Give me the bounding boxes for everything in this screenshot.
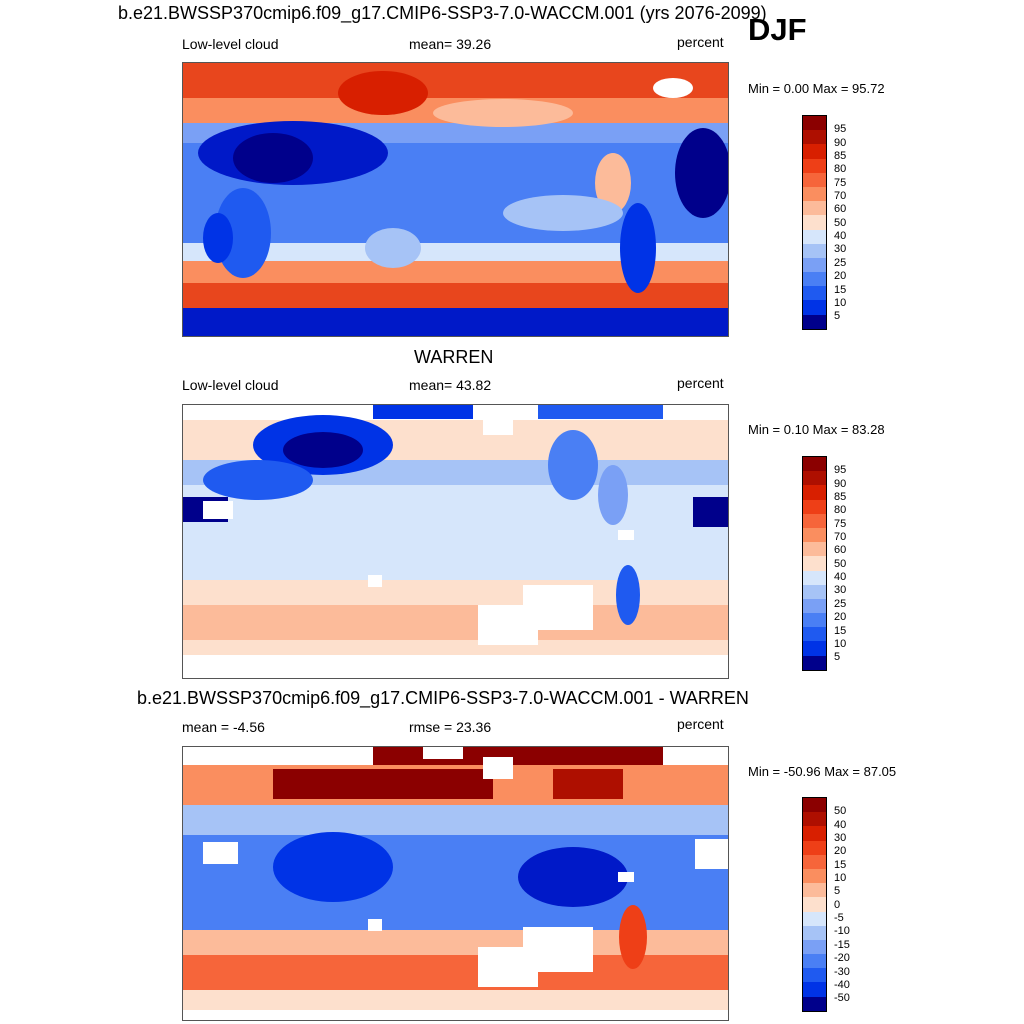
colorbar-tick: 30 — [834, 584, 847, 596]
colorbar-tick: 15 — [834, 625, 847, 637]
panel3-map — [182, 746, 729, 1021]
colorbar-tick: 40 — [834, 230, 847, 242]
panel3-colorbar — [802, 797, 827, 1012]
season-label: DJF — [748, 12, 807, 47]
colorbar-tick: 10 — [834, 872, 847, 884]
colorbar-tick: 0 — [834, 899, 841, 911]
panel3-units-label: percent — [677, 716, 724, 732]
colorbar-tick: 75 — [834, 177, 847, 189]
panel1-title: b.e21.BWSSP370cmip6.f09_g17.CMIP6-SSP3-7… — [118, 3, 767, 23]
panel1-colorbar — [802, 115, 827, 330]
panel1-variable-label: Low-level cloud — [182, 36, 279, 52]
colorbar-tick: 15 — [834, 859, 847, 871]
colorbar-tick: -30 — [834, 966, 850, 978]
colorbar-tick: -40 — [834, 979, 850, 991]
panel2-title: WARREN — [414, 347, 494, 367]
colorbar-tick: -50 — [834, 992, 850, 1004]
colorbar-tick: 75 — [834, 518, 847, 530]
colorbar-tick: 40 — [834, 571, 847, 583]
panel2-colorbar — [802, 456, 827, 671]
colorbar-tick: 95 — [834, 464, 847, 476]
panel1-mean-label: mean= 39.26 — [409, 36, 492, 52]
panel3-minmax: Min = -50.96 Max = 87.05 — [748, 764, 897, 779]
panel2-minmax: Min = 0.10 Max = 83.28 — [748, 422, 885, 437]
colorbar-tick: 15 — [834, 284, 847, 296]
colorbar-tick: 80 — [834, 504, 847, 516]
colorbar-tick: 25 — [834, 598, 847, 610]
panel1-units-label: percent — [677, 34, 724, 50]
colorbar-tick: -15 — [834, 939, 850, 951]
colorbar-tick: 30 — [834, 832, 847, 844]
colorbar-tick: 70 — [834, 190, 847, 202]
panel3-mean-label: mean = -4.56 — [182, 719, 265, 735]
panel2-units-label: percent — [677, 375, 724, 391]
colorbar-tick: 90 — [834, 478, 847, 490]
colorbar-tick: 80 — [834, 163, 847, 175]
colorbar-tick: 20 — [834, 845, 847, 857]
panel2-mean-label: mean= 43.82 — [409, 377, 492, 393]
panel3-map-field — [183, 747, 728, 1020]
colorbar-tick: 5 — [834, 651, 841, 663]
colorbar-tick: 5 — [834, 310, 841, 322]
colorbar-tick: 20 — [834, 270, 847, 282]
panel1-minmax: Min = 0.00 Max = 95.72 — [748, 81, 885, 96]
panel2-map — [182, 404, 729, 679]
colorbar-tick: 20 — [834, 611, 847, 623]
colorbar-tick: 50 — [834, 558, 847, 570]
colorbar-tick: 10 — [834, 638, 847, 650]
colorbar-tick: 70 — [834, 531, 847, 543]
panel2-variable-label: Low-level cloud — [182, 377, 279, 393]
panel3-title: b.e21.BWSSP370cmip6.f09_g17.CMIP6-SSP3-7… — [137, 688, 749, 708]
colorbar-tick: 50 — [834, 805, 847, 817]
colorbar-tick: -10 — [834, 925, 850, 937]
colorbar-tick: 85 — [834, 150, 847, 162]
colorbar-tick: 60 — [834, 544, 847, 556]
panel2-map-field — [183, 405, 728, 678]
panel1-map-field — [183, 63, 728, 336]
panel3-rmse-label: rmse = 23.36 — [409, 719, 492, 735]
colorbar-tick: -5 — [834, 912, 844, 924]
colorbar-tick: 30 — [834, 243, 847, 255]
colorbar-tick: 90 — [834, 137, 847, 149]
colorbar-tick: 5 — [834, 885, 841, 897]
colorbar-tick: 85 — [834, 491, 847, 503]
colorbar-tick: 50 — [834, 217, 847, 229]
colorbar-tick: 95 — [834, 123, 847, 135]
colorbar-tick: -20 — [834, 952, 850, 964]
colorbar-tick: 10 — [834, 297, 847, 309]
colorbar-tick: 25 — [834, 257, 847, 269]
colorbar-tick: 60 — [834, 203, 847, 215]
panel1-map — [182, 62, 729, 337]
colorbar-tick: 40 — [834, 819, 847, 831]
